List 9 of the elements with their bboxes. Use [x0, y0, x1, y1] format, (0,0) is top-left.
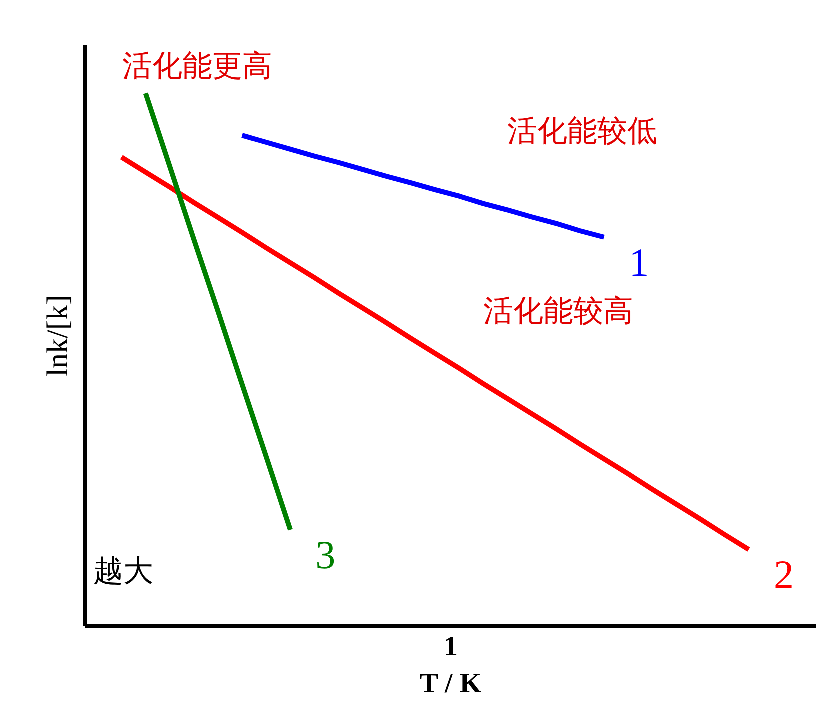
series-label: 2 — [774, 552, 794, 598]
annotation: 活化能较高 — [484, 294, 634, 329]
annotation: 活化能较低 — [508, 114, 658, 149]
annotation: 越大 — [94, 554, 154, 589]
y-axis-title: lnk/[k] — [42, 295, 74, 377]
series-label: 3 — [316, 532, 336, 578]
x-axis-title: 1 T / K — [420, 632, 482, 700]
text: 活化能更高 — [122, 49, 272, 84]
series-label: 1 — [629, 240, 650, 285]
